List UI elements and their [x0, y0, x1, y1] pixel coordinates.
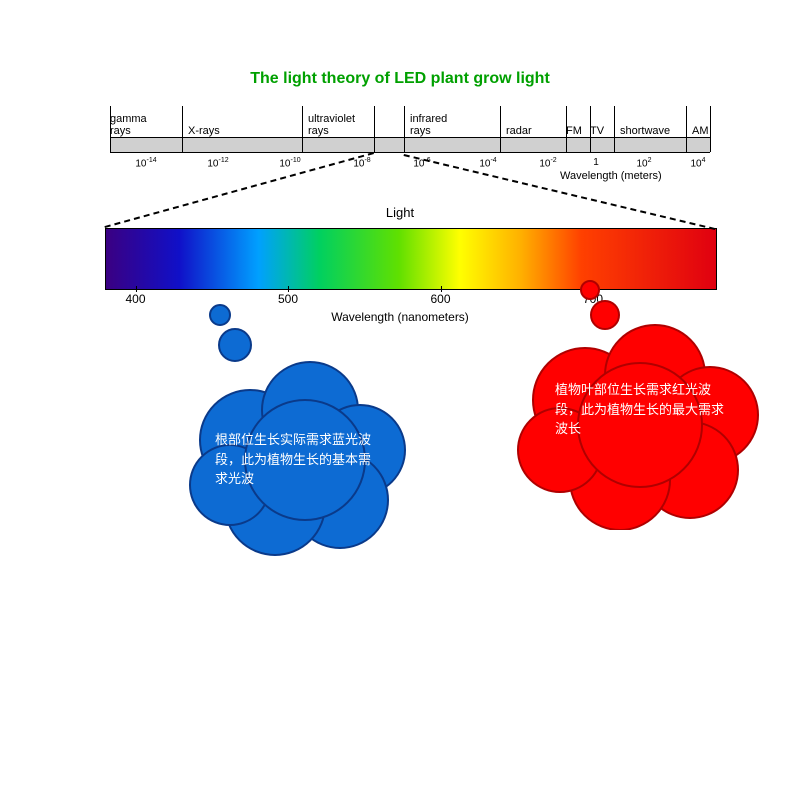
em-band-label: FM [566, 125, 582, 137]
em-spectrum: gammarays X-rays ultravioletrays infraredra… [110, 105, 710, 177]
em-band-label: gammarays [110, 113, 147, 137]
blue-thought-cloud: 根部位生长实际需求蓝光波段，此为植物生长的基本需求光波 [160, 290, 420, 560]
em-xtick-label: 10-12 [207, 157, 228, 169]
red-cloud-text: 植物叶部位生长需求红光波段，此为植物生长的最大需求波长 [555, 380, 725, 439]
em-tick [686, 106, 687, 152]
em-tick [710, 106, 711, 152]
em-tick [500, 106, 501, 152]
em-xtick-label: 10-4 [479, 157, 496, 169]
blue-cloud-text: 根部位生长实际需求蓝光波段，此为植物生长的基本需求光波 [215, 430, 380, 489]
em-band-label: radar [506, 125, 532, 137]
em-xaxis-label: Wavelength (meters) [560, 170, 662, 182]
em-tick [374, 106, 375, 152]
em-tick [182, 106, 183, 152]
em-xtick-label: 1 [593, 157, 599, 168]
visible-xtick-label: 600 [430, 292, 450, 306]
em-xtick-label: 10-2 [539, 157, 556, 169]
em-xtick-label: 10-10 [279, 157, 300, 169]
em-band-label: AM [692, 125, 709, 137]
em-tick [302, 106, 303, 152]
em-tick [110, 106, 111, 152]
em-band-labels: gammarays X-rays ultravioletrays infraredra… [110, 105, 710, 137]
em-xtick-label: 102 [636, 157, 651, 169]
main-title: The light theory of LED plant grow light [0, 70, 800, 88]
em-tick [566, 106, 567, 152]
em-bar [110, 137, 710, 153]
em-band-label: infraredrays [410, 113, 447, 137]
red-thought-cloud: 植物叶部位生长需求红光波段，此为植物生长的最大需求波长 [490, 270, 770, 530]
em-band-label: TV [590, 125, 604, 137]
em-band-label: shortwave [620, 125, 670, 137]
em-tick [404, 106, 405, 152]
em-tick [590, 106, 591, 152]
em-tick [614, 106, 615, 152]
light-label: Light [0, 205, 800, 220]
em-xtick-label: 104 [690, 157, 705, 169]
em-band-label: ultravioletrays [308, 113, 355, 137]
em-xtick-label: 10-14 [135, 157, 156, 169]
em-band-label: X-rays [188, 125, 220, 137]
visible-xtick-label: 400 [125, 292, 145, 306]
